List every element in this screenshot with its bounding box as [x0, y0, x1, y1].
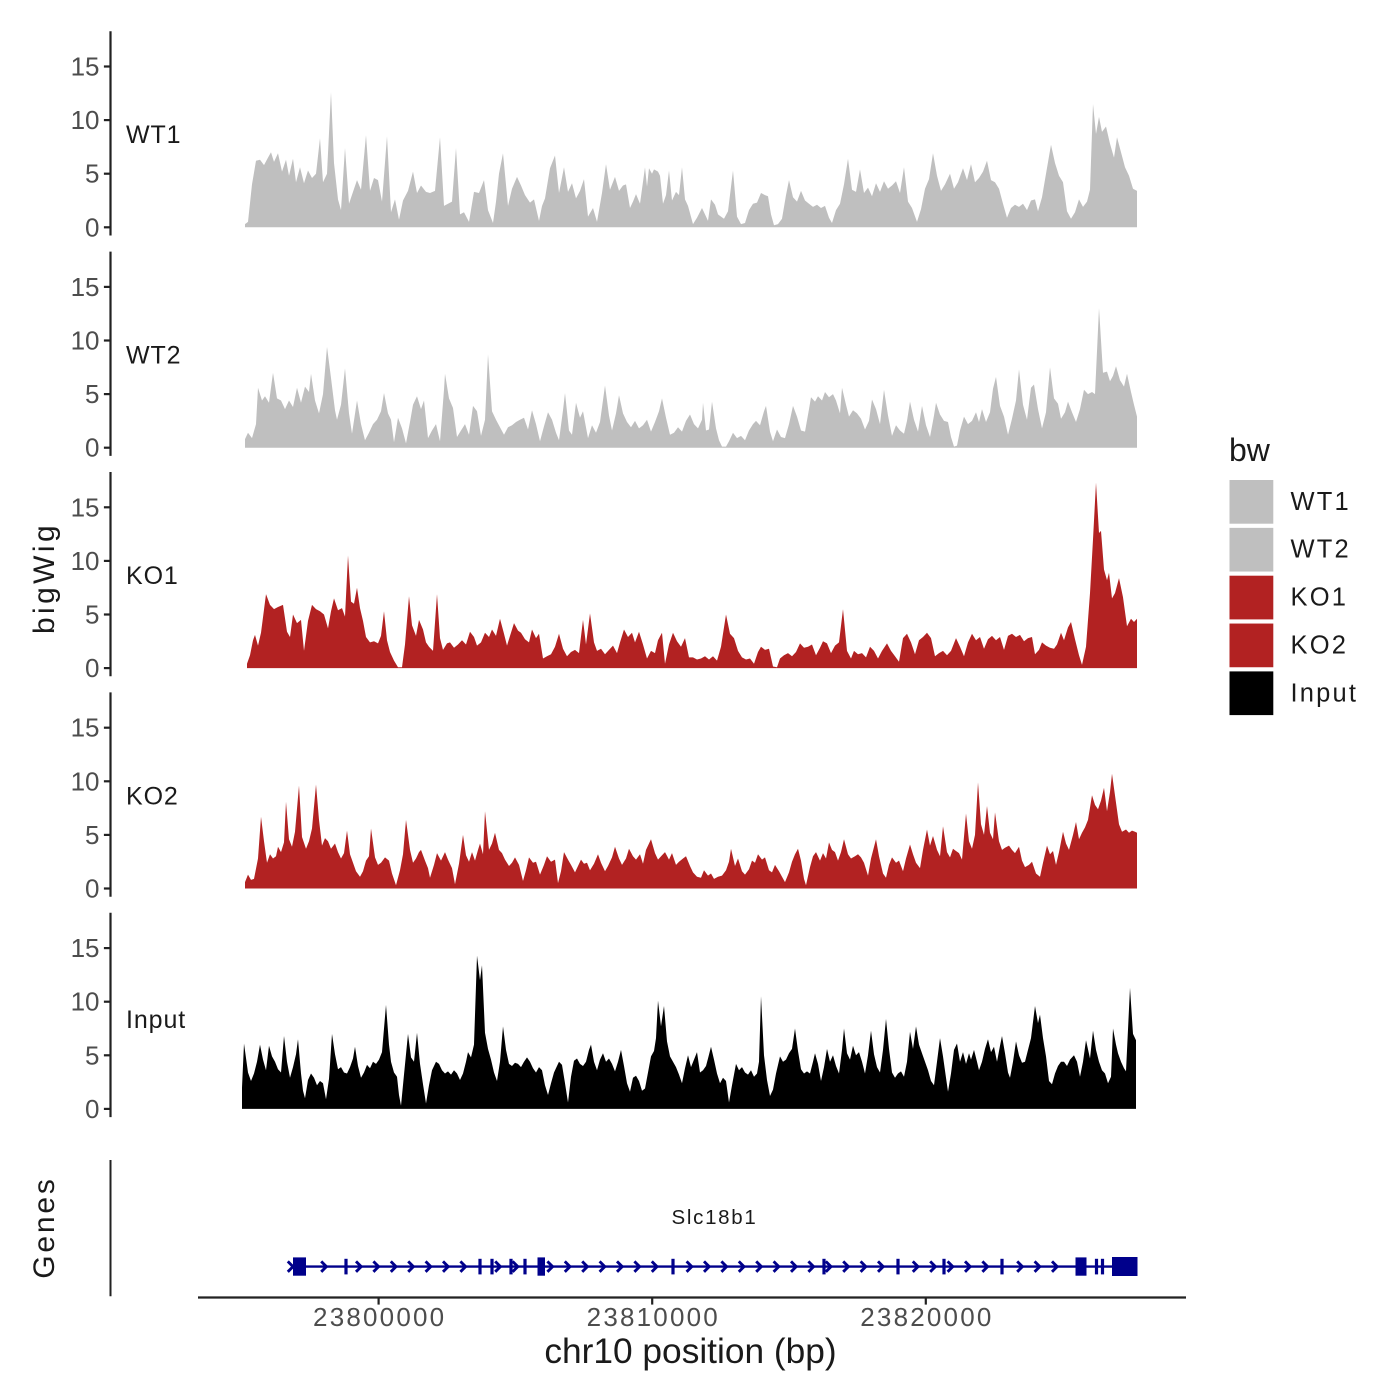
svg-text:0: 0 [85, 653, 99, 683]
svg-text:Genes: Genes [28, 1176, 61, 1278]
svg-text:0: 0 [85, 874, 99, 904]
svg-text:10: 10 [71, 766, 100, 796]
svg-text:0: 0 [85, 433, 99, 463]
svg-text:10: 10 [71, 546, 100, 576]
svg-text:10: 10 [71, 105, 100, 135]
svg-text:5: 5 [85, 159, 99, 189]
svg-text:23810000: 23810000 [587, 1302, 720, 1332]
svg-text:chr10 position (bp): chr10 position (bp) [544, 1332, 836, 1371]
svg-text:bigWig: bigWig [28, 522, 61, 634]
svg-text:KO1: KO1 [126, 562, 179, 590]
svg-text:WT1: WT1 [1291, 488, 1351, 516]
svg-text:KO1: KO1 [1291, 584, 1349, 612]
svg-text:KO2: KO2 [126, 782, 179, 810]
svg-text:Input: Input [1291, 679, 1359, 707]
svg-text:15: 15 [71, 492, 100, 522]
svg-text:5: 5 [85, 1040, 99, 1070]
svg-text:WT2: WT2 [126, 342, 181, 370]
svg-text:15: 15 [71, 713, 100, 743]
svg-text:15: 15 [71, 272, 100, 302]
svg-text:23800000: 23800000 [313, 1302, 446, 1332]
svg-text:0: 0 [85, 1094, 99, 1124]
svg-text:5: 5 [85, 379, 99, 409]
svg-text:Input: Input [126, 1006, 186, 1034]
svg-text:5: 5 [85, 600, 99, 630]
svg-text:23820000: 23820000 [860, 1302, 993, 1332]
svg-text:15: 15 [71, 52, 100, 82]
svg-text:0: 0 [85, 212, 99, 242]
svg-text:10: 10 [71, 326, 100, 356]
svg-text:15: 15 [71, 933, 100, 963]
svg-text:10: 10 [71, 987, 100, 1017]
svg-text:WT2: WT2 [1291, 536, 1351, 564]
svg-text:WT1: WT1 [126, 121, 181, 149]
svg-text:5: 5 [85, 820, 99, 850]
svg-text:Slc18b1: Slc18b1 [672, 1206, 758, 1229]
svg-text:bw: bw [1229, 432, 1271, 468]
svg-text:KO2: KO2 [1291, 631, 1349, 659]
